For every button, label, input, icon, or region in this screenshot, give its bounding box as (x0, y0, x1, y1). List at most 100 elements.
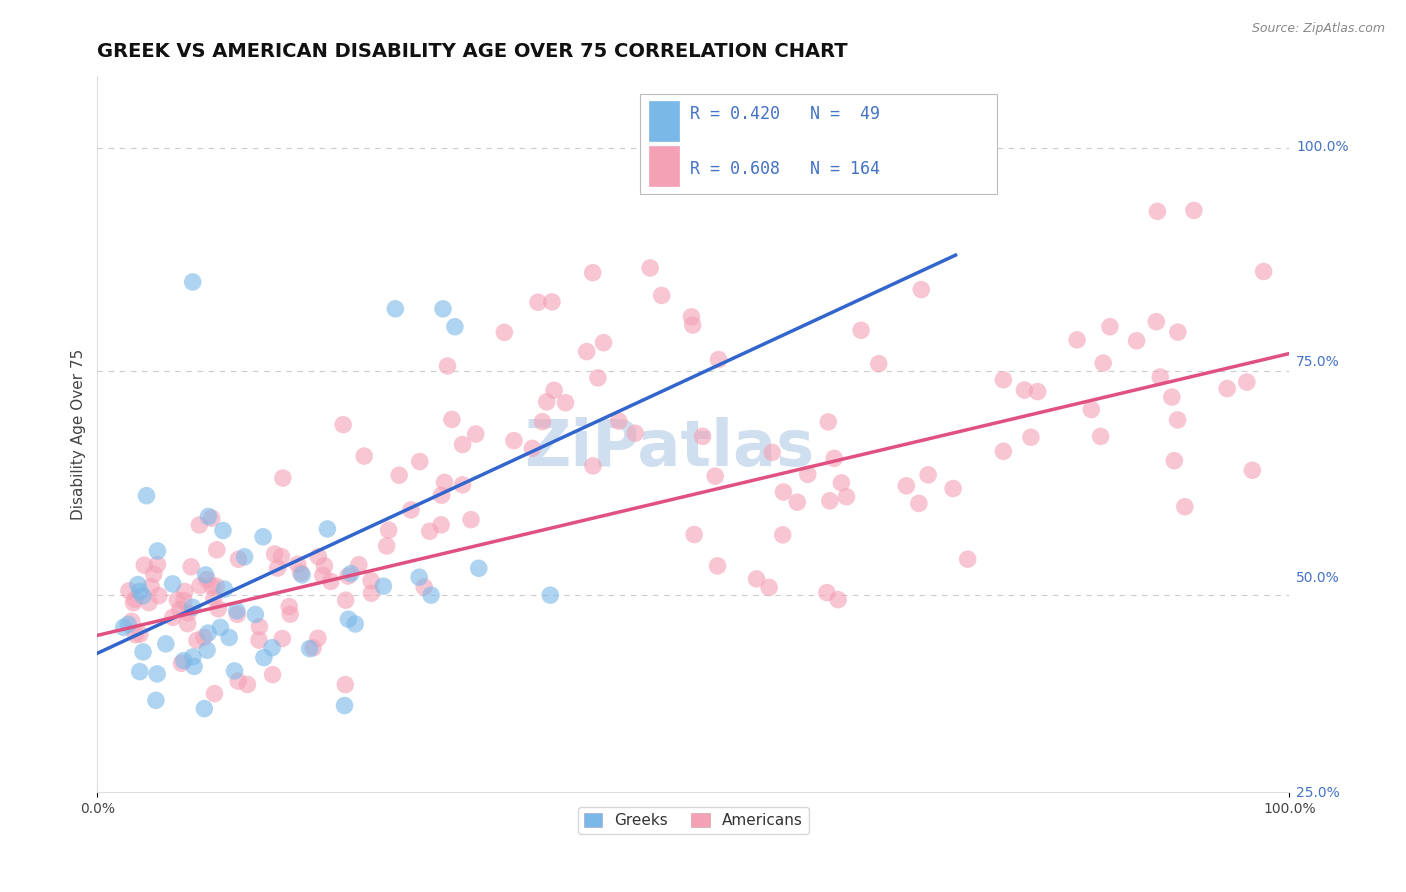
Point (430, 517, 453, 532)
Point (128, 665, 150, 679)
Point (582, 458, 605, 473)
Point (307, 549, 329, 564)
Point (1182, 203, 1205, 218)
Point (543, 384, 565, 398)
Point (188, 518, 211, 533)
Text: R = 0.420   N =  49: R = 0.420 N = 49 (690, 105, 880, 123)
Point (651, 288, 673, 302)
Point (278, 599, 301, 614)
Bar (650, 102, 679, 141)
Point (536, 394, 558, 409)
Point (1146, 204, 1168, 219)
Point (195, 643, 218, 657)
Point (205, 542, 228, 557)
Point (121, 615, 143, 629)
Legend: Greeks, Americans: Greeks, Americans (578, 807, 808, 834)
Point (314, 558, 336, 573)
Point (201, 579, 224, 593)
Point (1098, 319, 1121, 334)
Point (266, 561, 288, 575)
Point (624, 426, 647, 441)
Point (148, 589, 170, 603)
Point (117, 617, 139, 632)
Point (197, 509, 219, 524)
Point (360, 574, 382, 588)
Point (592, 335, 614, 350)
Point (638, 260, 661, 275)
Point (672, 165, 695, 179)
Point (176, 616, 198, 631)
Point (956, 552, 979, 566)
Point (249, 620, 271, 634)
Point (124, 627, 146, 641)
Point (388, 468, 411, 483)
Point (582, 266, 605, 280)
Point (228, 552, 250, 566)
Point (202, 591, 225, 606)
Point (993, 373, 1015, 387)
Point (347, 558, 370, 572)
Point (538, 588, 561, 602)
Point (541, 294, 564, 309)
Point (494, 326, 516, 340)
Point (353, 449, 375, 463)
Point (707, 352, 730, 367)
Point (142, 567, 165, 582)
Point (207, 602, 229, 616)
Point (432, 301, 454, 316)
Point (212, 524, 235, 538)
Point (1019, 430, 1042, 444)
Point (204, 687, 226, 701)
Point (384, 301, 406, 316)
Point (337, 569, 360, 583)
Point (132, 589, 155, 603)
Point (377, 523, 399, 537)
Point (333, 698, 356, 713)
Point (436, 359, 458, 373)
Point (312, 568, 335, 582)
Point (155, 637, 177, 651)
Point (188, 579, 211, 593)
Point (681, 310, 703, 324)
Point (607, 414, 630, 428)
Point (128, 584, 150, 599)
Point (129, 627, 152, 641)
Point (173, 593, 195, 607)
Point (827, 592, 849, 607)
Point (122, 596, 145, 610)
Point (1253, 264, 1275, 278)
Point (226, 674, 249, 689)
Point (135, 489, 157, 503)
Point (1092, 356, 1115, 370)
Point (170, 657, 193, 671)
Point (253, 650, 276, 665)
Point (302, 640, 325, 655)
Point (181, 275, 204, 289)
Point (910, 283, 932, 297)
Point (451, 437, 474, 451)
Point (758, 581, 780, 595)
Point (166, 593, 188, 607)
Point (682, 318, 704, 332)
Point (1216, 382, 1239, 396)
Point (993, 444, 1015, 458)
Point (1160, 390, 1182, 404)
Point (139, 580, 162, 594)
Point (290, 566, 312, 580)
Point (706, 558, 728, 573)
Point (146, 544, 169, 558)
Point (138, 596, 160, 610)
Point (554, 395, 576, 409)
Point (1149, 370, 1171, 384)
Point (193, 701, 215, 715)
Point (194, 568, 217, 582)
Point (162, 610, 184, 624)
Point (307, 631, 329, 645)
Point (319, 574, 342, 589)
Point (942, 482, 965, 496)
Bar (650, 146, 679, 186)
Point (868, 357, 890, 371)
Point (287, 558, 309, 572)
Point (575, 344, 598, 359)
Text: Source: ZipAtlas.com: Source: ZipAtlas.com (1251, 22, 1385, 36)
